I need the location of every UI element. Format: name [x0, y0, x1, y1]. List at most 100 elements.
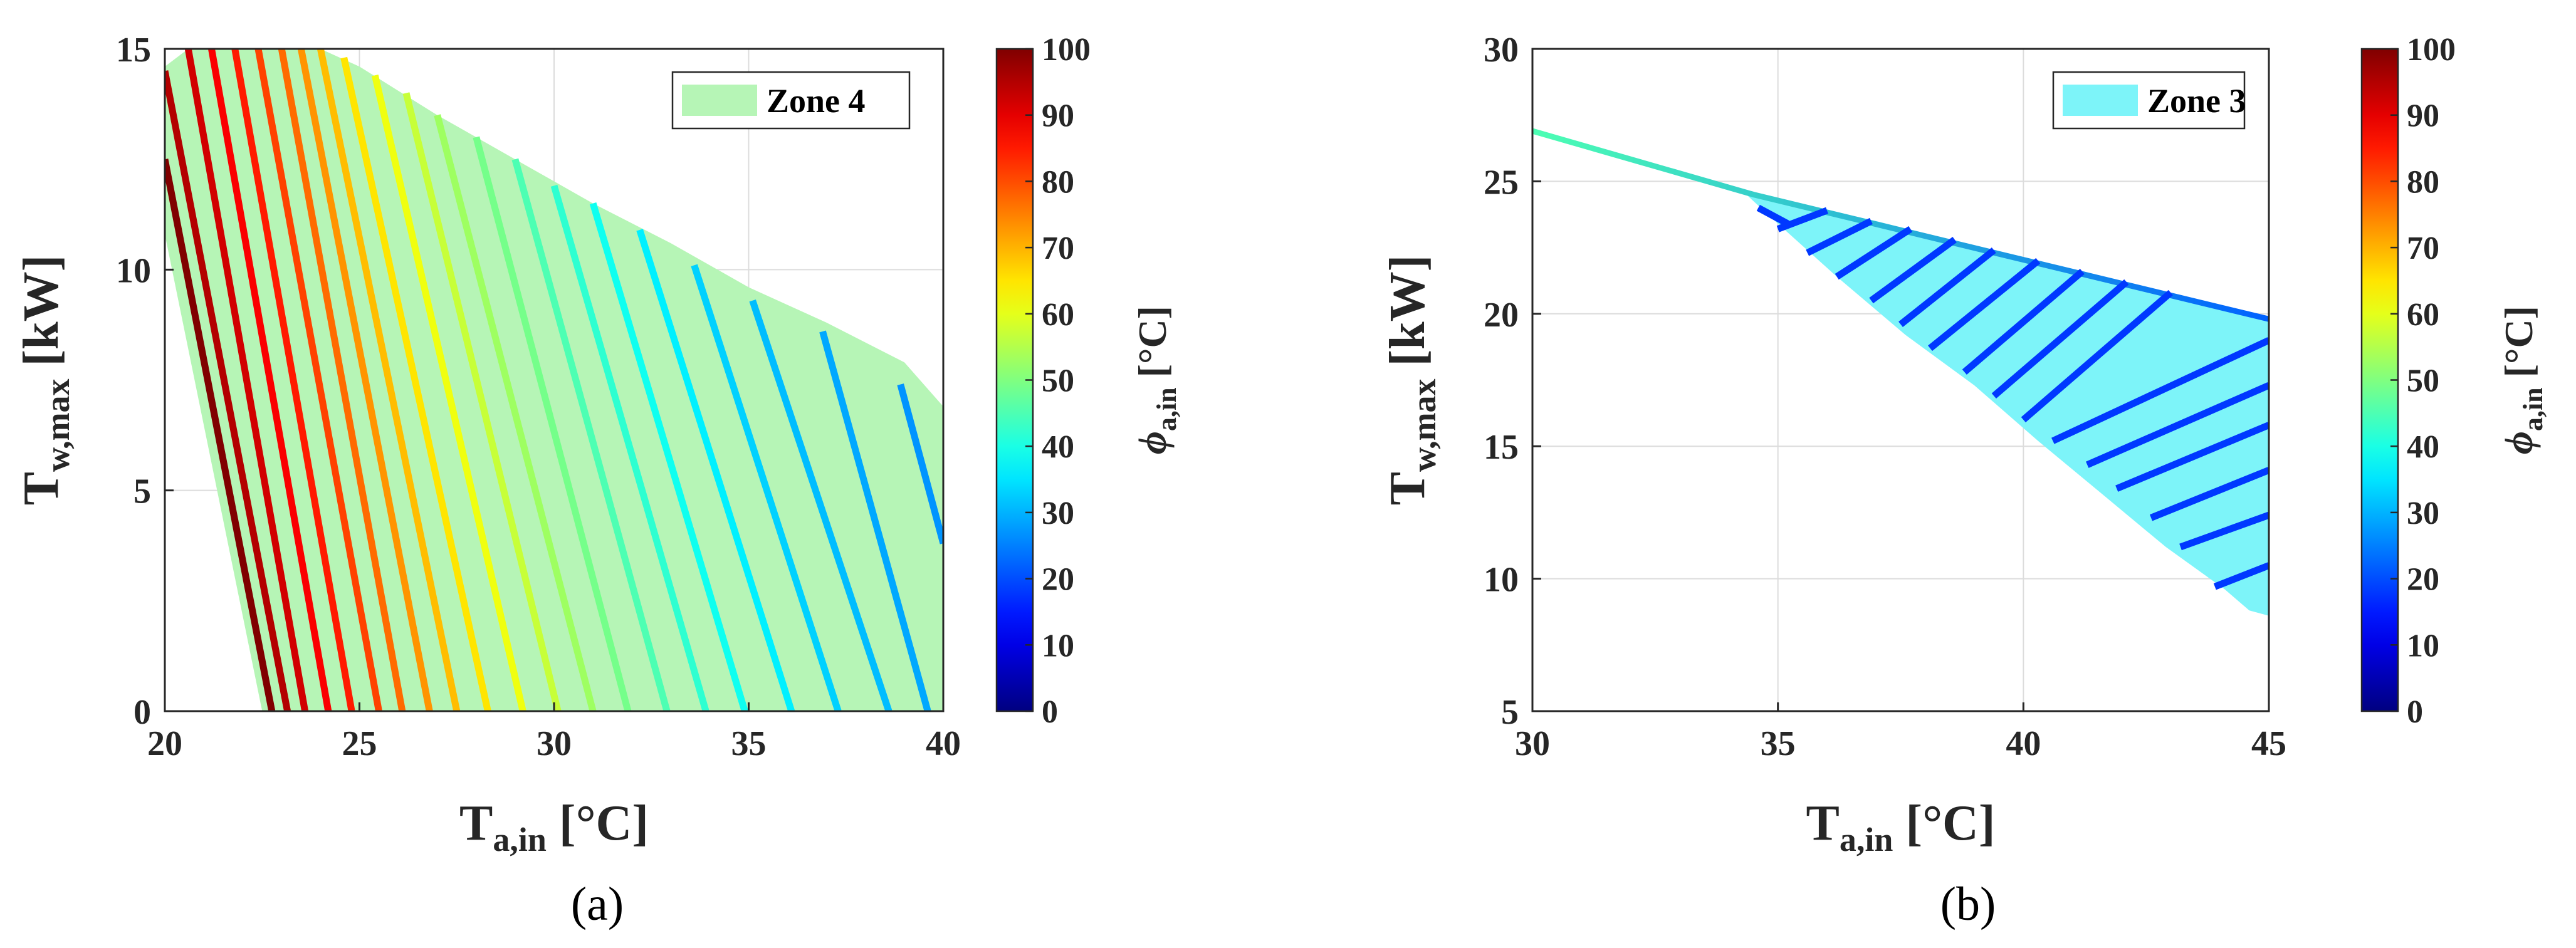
colorbar-tick-label: 20	[2407, 562, 2439, 598]
series-line-20	[819, 330, 931, 711]
y-axis-label: Tw,max [kW]	[1380, 255, 1443, 506]
x-tick-label: 25	[342, 724, 377, 763]
series-line-10	[2051, 337, 2269, 444]
series-line-11	[402, 92, 562, 711]
y-tick-label: 10	[1484, 561, 1519, 600]
legend-swatch	[2063, 85, 2138, 116]
x-tick-label: 40	[2006, 724, 2041, 763]
y-tick-label: 30	[1484, 31, 1519, 70]
colorbar-tick-label: 60	[2407, 297, 2439, 333]
x-axis-label: Ta,in [°C]	[1806, 796, 1996, 858]
plot-area	[1532, 128, 2269, 616]
series-line-21	[897, 383, 943, 544]
plot-area	[165, 49, 943, 711]
colorbar-label: ϕa,in [°C]	[2496, 306, 2548, 454]
panel-b: 30 35 40 45 5 10 15 20 25 30 Ta,in [°C] Tw,max [kW]…	[1380, 31, 2548, 930]
series-line-2	[1806, 217, 1873, 256]
series-line-13	[473, 136, 632, 711]
colorbar-tick-label: 50	[1042, 363, 1074, 399]
colorbar-tick-label: 20	[1042, 562, 1074, 598]
series-line-11	[2085, 382, 2269, 468]
colorbar-tick-label: 60	[1042, 297, 1074, 333]
series-line-6	[278, 49, 406, 711]
y-tick-label: 15	[1484, 428, 1519, 467]
series-line-7	[1962, 269, 2085, 375]
x-tick-label: 40	[926, 724, 961, 763]
x-tick-label: 30	[537, 724, 572, 763]
panel-a: 20 25 30 35 40 0 5 10 15 Ta,in [°C] Tw,max [kW] Zon…	[14, 31, 1182, 930]
series-line-0	[165, 159, 276, 711]
x-tick-label: 20	[147, 724, 182, 763]
y-tick-label: 20	[1484, 296, 1519, 335]
series-line-12	[434, 114, 597, 711]
colorbar-tick-label: 50	[2407, 363, 2439, 399]
series-line-15	[2213, 562, 2269, 590]
colorbar-tick-label: 40	[1042, 429, 1074, 465]
series-line-2	[184, 49, 309, 711]
x-axis-label: Ta,in [°C]	[459, 796, 649, 858]
y-tick-label: 25	[1484, 163, 1519, 202]
y-tick-label: 5	[1501, 693, 1519, 732]
series-line-5	[1898, 247, 1996, 328]
y-tick-label: 5	[134, 472, 151, 511]
series-line-6	[1928, 258, 2041, 352]
series-line-4	[231, 49, 355, 711]
series-line-14	[511, 158, 671, 711]
colorbar-tick-label: 0	[2407, 694, 2423, 730]
x-tick-label: 35	[731, 724, 767, 763]
colorbar-tick-label: 10	[1042, 628, 1074, 664]
x-tick-label: 30	[1515, 724, 1550, 763]
colorbar-tick-label: 80	[2407, 164, 2439, 200]
zone-area	[165, 49, 943, 711]
colorbar-tick-label: 80	[1042, 164, 1074, 200]
colorbar-tick-label: 100	[2407, 32, 2456, 68]
series-line-3	[208, 49, 332, 711]
legend-swatch	[682, 85, 757, 116]
y-axis-label: Tw,max [kW]	[14, 255, 76, 506]
series-line-3	[1835, 226, 1913, 280]
legend-label: Zone 4	[767, 82, 866, 120]
series-line-18	[691, 264, 842, 711]
y-tick-label: 10	[116, 251, 151, 290]
series-line-19	[749, 299, 893, 711]
series-line-10	[371, 75, 526, 711]
series-line-9	[340, 56, 491, 711]
legend: Zone 3	[2052, 71, 2246, 130]
series-line-8	[1991, 279, 2129, 399]
series-line-17	[636, 229, 795, 711]
series-line-9	[2021, 289, 2173, 423]
legend: Zone 4	[671, 71, 911, 130]
colorbar-tick-label: 30	[2407, 496, 2439, 531]
x-tick-label: 35	[1761, 724, 1796, 763]
colorbar-tick-label: 0	[1042, 694, 1058, 730]
panel-label: (b)	[1940, 878, 1996, 930]
series-line-8	[317, 49, 461, 711]
series-line-15	[550, 184, 709, 711]
series-line-5	[254, 49, 382, 711]
y-tick-label: 0	[134, 693, 151, 732]
y-tick-label: 15	[116, 31, 151, 70]
colorbar-tick-label: 30	[1042, 496, 1074, 531]
colorbar: 0 10 20 30 40 50 60 70 80 90 100 ϕa,in [°C]	[2360, 32, 2548, 730]
series-line-1	[1776, 207, 1828, 232]
colorbar-tick-label: 70	[2407, 231, 2439, 266]
series-line-16	[589, 202, 748, 711]
series-line-0	[1756, 204, 1789, 227]
colorbar-label: ϕa,in [°C]	[1130, 306, 1182, 454]
panel-label: (a)	[571, 878, 624, 930]
axes-box	[1531, 48, 2270, 712]
colorbar-tick-label: 70	[1042, 231, 1074, 266]
series-line-7	[298, 49, 433, 711]
series-line-1	[165, 70, 291, 711]
series-line-12	[2115, 422, 2269, 492]
colorbar-tick-label: 90	[2407, 98, 2439, 134]
boundary-line	[1532, 128, 2269, 322]
colorbar-tick-label: 40	[2407, 429, 2439, 465]
legend-label: Zone 3	[2147, 82, 2246, 120]
colorbar-tick-label: 90	[1042, 98, 1074, 134]
series-line-4	[1869, 236, 1957, 304]
series-line-14	[2179, 511, 2269, 551]
x-tick-label: 45	[2251, 724, 2286, 763]
colorbar-tick-label: 10	[2407, 628, 2439, 664]
